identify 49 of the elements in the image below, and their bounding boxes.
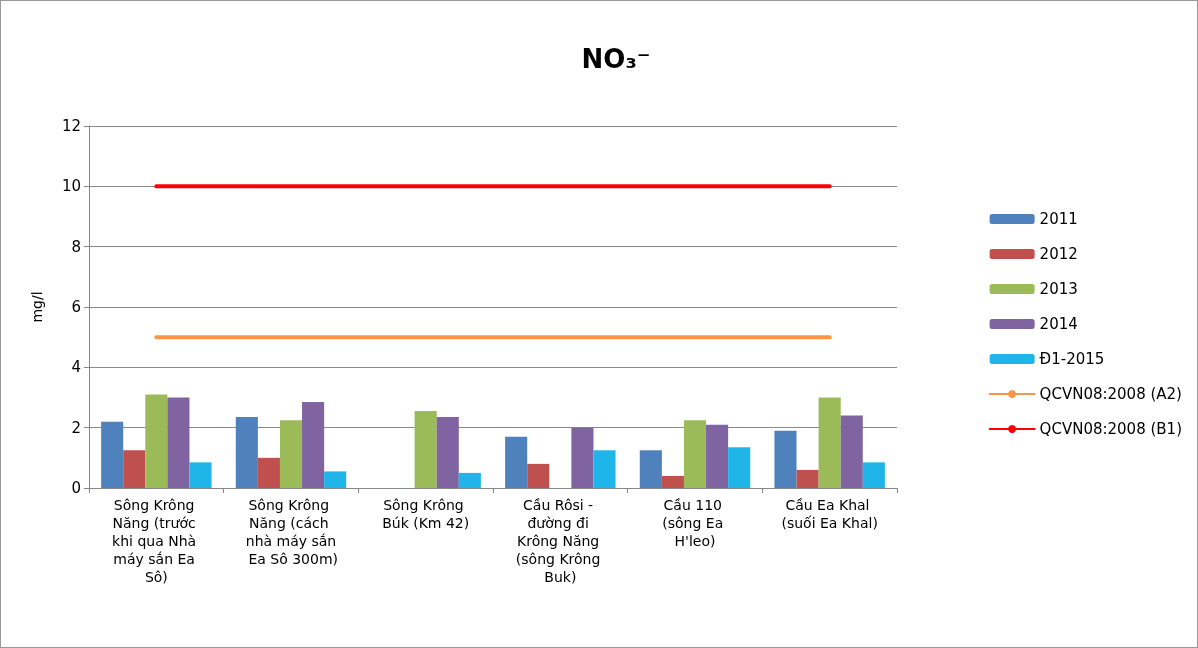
x-tick-label: Cầu 110 (sông Ea H'leo) bbox=[662, 497, 728, 549]
y-axis-title: mg/l bbox=[29, 291, 45, 323]
bar bbox=[840, 415, 863, 488]
bar bbox=[458, 472, 481, 488]
bar bbox=[101, 421, 124, 488]
bar bbox=[706, 424, 729, 488]
legend-label: 2012 bbox=[1039, 245, 1078, 263]
legend-label: 2013 bbox=[1039, 280, 1078, 298]
y-tick-label: 10 bbox=[61, 177, 81, 196]
y-tick-label: 12 bbox=[61, 117, 81, 135]
bar bbox=[774, 430, 797, 488]
bar bbox=[728, 447, 751, 488]
x-tick-label: Sông Krông Năng (trước khi qua Nhà máy sắn Ea Sô) bbox=[112, 497, 201, 585]
bar bbox=[818, 397, 841, 488]
bar bbox=[414, 411, 437, 488]
bar bbox=[527, 463, 550, 488]
bar bbox=[639, 450, 662, 488]
x-tick-label: Sông Krông Năng (cách nhà máy sắn Ea Sô 300m) bbox=[243, 497, 339, 567]
bar bbox=[235, 417, 258, 488]
y-tick-label: 2 bbox=[71, 418, 81, 437]
legend-label: QCVN08:2008 (B1) bbox=[1039, 420, 1183, 438]
legend-label: Đ1-2015 bbox=[1039, 350, 1105, 368]
x-tick-label: Cầu Rôsi - đường đi Krông Năng (sông Krông Buk) bbox=[515, 497, 605, 585]
bar bbox=[302, 402, 325, 488]
x-tick-label: Cầu Ea Khal (suối Ea Khal) bbox=[781, 497, 878, 531]
y-tick-label: 0 bbox=[71, 479, 81, 497]
bar bbox=[123, 450, 146, 488]
chart-title: NO₃⁻ bbox=[581, 44, 651, 74]
bar bbox=[683, 420, 707, 488]
bar bbox=[796, 469, 819, 488]
x-tick-label: Sông Krông Búk (Km 42) bbox=[382, 497, 470, 531]
bar bbox=[189, 462, 212, 488]
bar bbox=[505, 436, 528, 488]
bar bbox=[436, 417, 459, 488]
legend-label: QCVN08:2008 (A2) bbox=[1039, 385, 1182, 403]
bar bbox=[279, 420, 303, 488]
bar bbox=[167, 397, 190, 488]
legend-label: 2014 bbox=[1039, 315, 1078, 333]
bar bbox=[145, 394, 168, 488]
legend-label: 2011 bbox=[1039, 210, 1078, 228]
bar bbox=[257, 457, 280, 488]
bar bbox=[661, 475, 684, 488]
bar bbox=[571, 427, 594, 488]
y-tick-label: 6 bbox=[71, 298, 81, 316]
y-tick-label: 4 bbox=[71, 358, 81, 377]
bar bbox=[324, 471, 347, 488]
bar bbox=[862, 462, 885, 488]
y-tick-label: 8 bbox=[71, 237, 81, 256]
bar bbox=[593, 450, 616, 488]
